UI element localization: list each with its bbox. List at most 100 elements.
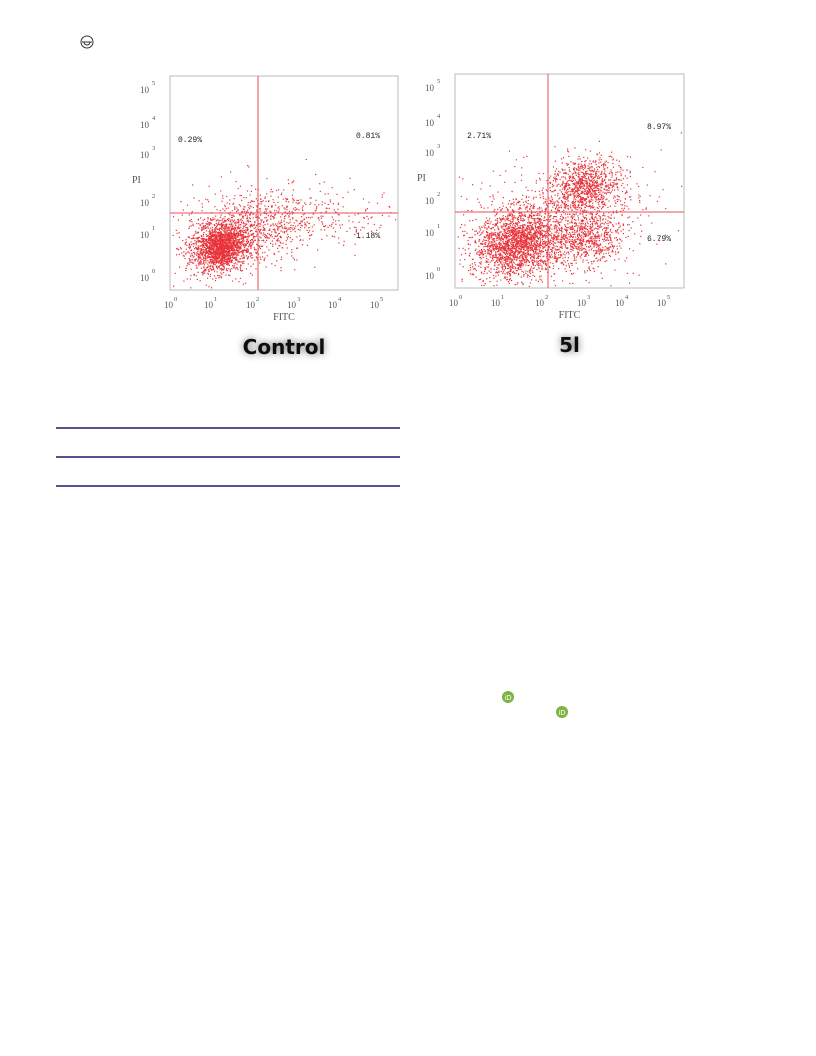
event-dot bbox=[487, 248, 489, 250]
event-dot bbox=[548, 254, 550, 256]
event-dot bbox=[203, 267, 205, 269]
event-dot bbox=[204, 242, 206, 244]
event-dot bbox=[494, 229, 496, 231]
event-dot bbox=[388, 205, 390, 208]
event-dot bbox=[507, 209, 509, 211]
event-dot bbox=[247, 263, 249, 265]
event-dot bbox=[227, 233, 229, 235]
event-dot bbox=[553, 225, 555, 227]
event-dot bbox=[212, 257, 214, 259]
x-tick-exponent: 1 bbox=[214, 296, 217, 303]
event-dot bbox=[540, 215, 542, 217]
event-dot bbox=[540, 260, 542, 262]
event-dot bbox=[262, 256, 264, 258]
event-dot bbox=[349, 227, 351, 229]
event-dot bbox=[518, 264, 520, 266]
event-dot bbox=[564, 246, 567, 248]
event-dot bbox=[252, 234, 254, 236]
event-dot bbox=[491, 256, 493, 259]
event-dot bbox=[522, 241, 524, 243]
event-dot bbox=[195, 237, 197, 239]
event-dot bbox=[249, 242, 251, 245]
event-dot bbox=[517, 263, 519, 265]
event-dot bbox=[554, 227, 556, 229]
event-dot bbox=[516, 233, 518, 235]
event-dot bbox=[540, 244, 542, 247]
event-dot bbox=[488, 220, 490, 222]
event-dot bbox=[514, 230, 516, 232]
event-dot bbox=[554, 257, 556, 259]
event-dot bbox=[523, 246, 525, 248]
event-dot bbox=[219, 266, 221, 268]
event-dot bbox=[522, 226, 524, 228]
event-dot bbox=[208, 261, 210, 263]
event-dot bbox=[484, 237, 487, 239]
event-dot bbox=[549, 252, 551, 254]
event-dot bbox=[203, 264, 205, 266]
event-dot bbox=[512, 203, 514, 205]
event-dot bbox=[202, 254, 204, 256]
event-dot bbox=[355, 231, 357, 233]
event-dot bbox=[556, 200, 558, 202]
event-dot bbox=[473, 273, 475, 276]
event-dot bbox=[250, 257, 252, 259]
event-dot bbox=[488, 249, 490, 251]
event-dot bbox=[264, 197, 266, 199]
event-dot bbox=[521, 246, 523, 248]
event-dot bbox=[224, 236, 226, 238]
event-dot bbox=[243, 197, 245, 199]
event-dot bbox=[311, 234, 313, 236]
event-dot bbox=[201, 239, 203, 241]
event-dot bbox=[522, 194, 524, 197]
event-dot bbox=[224, 249, 226, 251]
event-dot bbox=[270, 224, 272, 226]
event-dot bbox=[213, 251, 215, 253]
event-dot bbox=[230, 229, 232, 232]
event-dot bbox=[228, 229, 230, 231]
event-dot bbox=[309, 197, 311, 199]
event-dot bbox=[188, 244, 190, 246]
event-dot bbox=[197, 248, 199, 250]
event-dot bbox=[483, 248, 485, 251]
event-dot bbox=[477, 251, 479, 253]
event-dot bbox=[224, 206, 226, 208]
event-dot bbox=[504, 258, 506, 260]
event-dot bbox=[197, 254, 199, 256]
event-dot bbox=[238, 281, 240, 283]
event-dot bbox=[483, 284, 485, 287]
event-dot bbox=[346, 230, 348, 233]
event-dot bbox=[353, 226, 356, 228]
event-dot bbox=[178, 232, 180, 234]
event-dot bbox=[506, 276, 508, 278]
event-dot bbox=[495, 260, 497, 262]
event-dot bbox=[502, 240, 504, 242]
event-dot bbox=[486, 228, 488, 230]
event-dot bbox=[210, 256, 212, 258]
event-dot bbox=[218, 259, 220, 261]
event-dot bbox=[182, 255, 184, 257]
event-dot bbox=[226, 255, 228, 257]
event-dot bbox=[234, 262, 236, 264]
event-dot bbox=[236, 247, 239, 249]
event-dot bbox=[530, 217, 532, 219]
event-dot bbox=[217, 246, 219, 248]
event-dot bbox=[507, 264, 509, 267]
event-dot bbox=[224, 240, 226, 242]
event-dot bbox=[513, 246, 515, 248]
event-dot bbox=[285, 240, 287, 242]
event-dot bbox=[522, 245, 524, 247]
event-dot bbox=[243, 251, 245, 253]
event-dot bbox=[539, 220, 541, 222]
event-dot bbox=[558, 235, 560, 237]
event-dot bbox=[276, 240, 278, 242]
event-dot bbox=[222, 195, 224, 197]
event-dot bbox=[513, 240, 515, 242]
event-dot bbox=[494, 256, 496, 258]
event-dot bbox=[231, 239, 233, 241]
event-dot bbox=[492, 249, 494, 251]
event-dot bbox=[280, 256, 283, 258]
event-dot bbox=[518, 266, 520, 268]
event-dot bbox=[227, 247, 229, 249]
event-dot bbox=[230, 225, 232, 227]
event-dot bbox=[510, 273, 512, 275]
